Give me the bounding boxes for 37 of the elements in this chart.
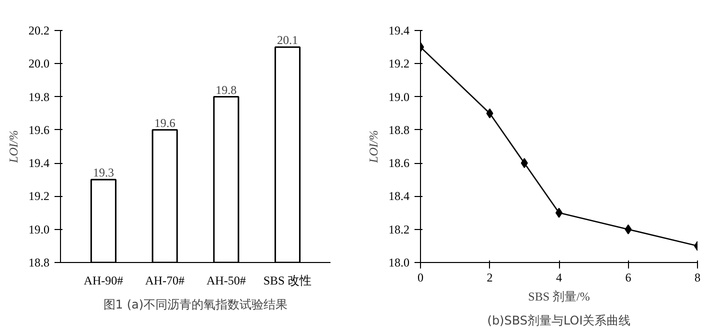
x-tick-label: AH-90#: [84, 274, 124, 288]
data-label: 19.8: [216, 82, 237, 97]
text: (b)SBS剂量与LOI关系曲线: [487, 314, 631, 328]
data-label: 19.3: [92, 166, 114, 180]
y-tick-label: 18.4: [388, 189, 410, 204]
y-tick-label: 18.6: [388, 156, 410, 170]
point: [486, 108, 494, 118]
x-tick-label: 4: [556, 270, 562, 284]
y-tick-label: 18.2: [388, 222, 410, 236]
y-axis-title: LOI/%: [6, 130, 20, 164]
x-axis-title: SBS 剂量/%: [528, 290, 590, 304]
y-tick-label: 18.8: [388, 122, 410, 137]
y-tick-label: 19.4: [388, 24, 410, 38]
x-tick-label: 2: [486, 270, 493, 284]
y-tick-label: 20.0: [28, 56, 50, 71]
y-tick-label: 19.2: [388, 56, 410, 71]
y-axis-title: LOI/%: [366, 130, 380, 164]
point: [624, 224, 632, 234]
y-tick-label: 19.0: [388, 90, 410, 104]
y-tick-label: 19.2: [28, 189, 50, 204]
y-tick-label: 18.8: [28, 256, 50, 270]
y-tick-label: 19.4: [28, 156, 50, 170]
caption: 图1 (a)不同沥青的氧指数试验结果: [103, 298, 288, 312]
x-tick-label: SBS 改性: [263, 274, 312, 288]
data-label: 19.6: [154, 116, 176, 130]
x-tick-label: 8: [694, 270, 700, 284]
y-tick-label: 20.2: [28, 24, 50, 38]
y-tick-label: 19.8: [28, 90, 50, 104]
y-tick-label: 18.0: [388, 256, 410, 270]
data-label: 20.1: [277, 33, 298, 48]
y-tick-label: 19.0: [28, 222, 50, 236]
x-tick-label: AH-50#: [206, 274, 246, 288]
x-tick-label: 0: [418, 270, 424, 284]
x-tick-label: AH-70#: [145, 274, 184, 288]
x-tick-label: 6: [625, 270, 632, 284]
point: [520, 158, 528, 168]
y-tick-label: 19.6: [28, 122, 50, 137]
